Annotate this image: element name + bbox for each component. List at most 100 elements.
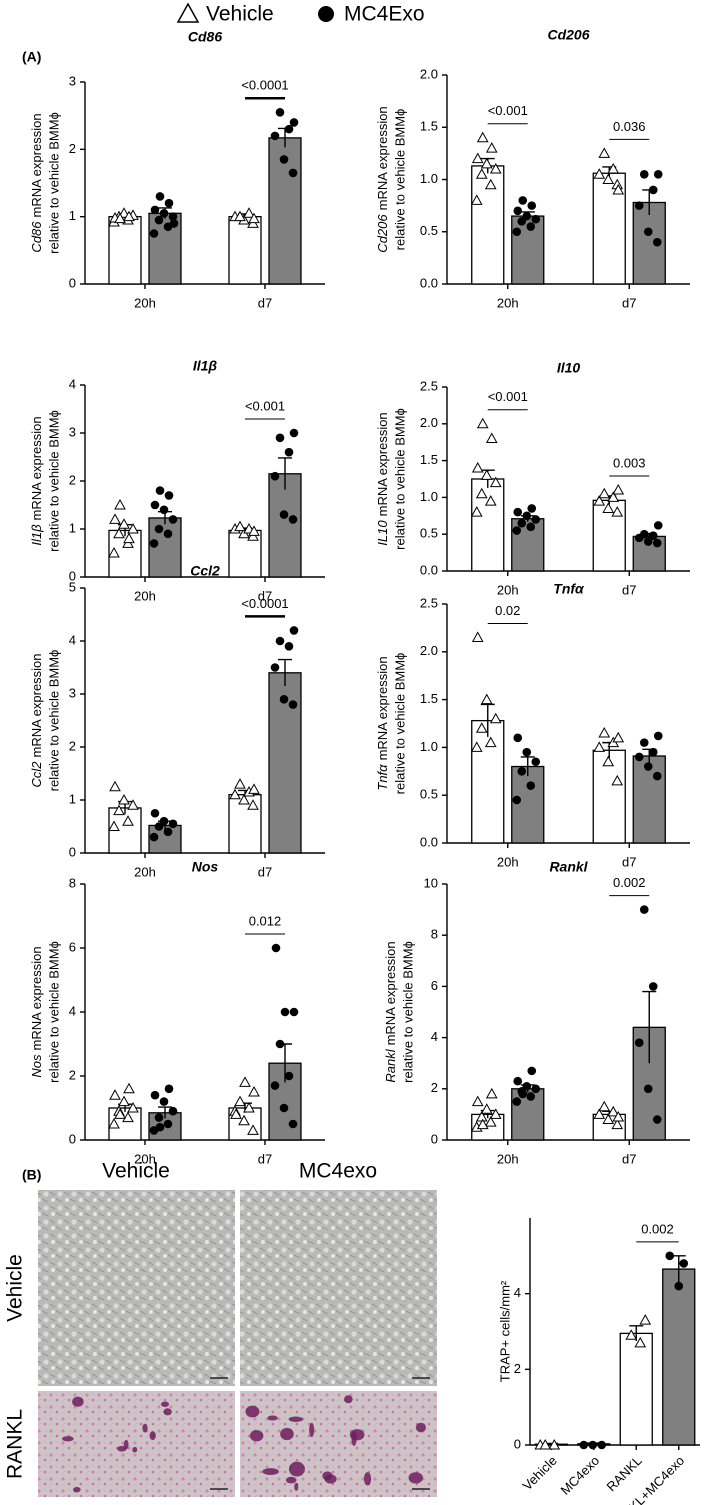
y-axis-label-gene: Tnfα <box>375 764 390 791</box>
data-point <box>548 1438 561 1450</box>
error-bar <box>520 756 535 777</box>
y-tick-label: 0 <box>69 275 76 290</box>
data-point <box>275 433 285 443</box>
data-point <box>634 201 644 210</box>
data-point <box>517 767 527 776</box>
x-tick-label: 20h <box>134 864 156 879</box>
bar <box>471 478 505 572</box>
data-point <box>154 215 164 225</box>
data-point <box>275 108 285 117</box>
data-point <box>163 529 173 539</box>
chart-title: Tnfα <box>553 581 585 597</box>
cell <box>280 1427 294 1441</box>
data-point <box>118 793 130 805</box>
data-point <box>270 663 280 672</box>
micrograph <box>38 1391 235 1497</box>
y-axis-label-gene: Nos <box>29 1054 44 1078</box>
data-point <box>489 712 502 724</box>
y-tick-label: 2.0 <box>420 66 438 81</box>
error-bar <box>278 658 292 687</box>
column-label: MC4exo <box>299 1160 377 1183</box>
data-point <box>679 1259 689 1268</box>
data-point <box>118 518 130 529</box>
data-point <box>531 515 541 524</box>
cell <box>288 1461 305 1477</box>
y-axis-label: Cd206 mRNA expression <box>375 106 390 252</box>
data-point <box>284 447 294 457</box>
data-point <box>513 507 523 517</box>
y-tick-label: 4 <box>514 1285 521 1300</box>
y-tick-label: 0 <box>514 1436 521 1451</box>
data-point <box>243 207 255 218</box>
data-point <box>270 131 280 141</box>
bar <box>662 1268 696 1446</box>
y-axis-label: relative to vehicle BMMϕ <box>392 653 407 795</box>
y-tick-label: 3 <box>69 685 76 700</box>
y-tick-label: 0.5 <box>420 223 438 238</box>
data-point <box>239 1076 251 1087</box>
y-tick-label: 10 <box>424 875 438 890</box>
y-tick-label: 6 <box>431 978 438 993</box>
data-point <box>611 774 624 786</box>
data-point <box>154 524 164 534</box>
data-point <box>229 788 241 800</box>
data-point <box>243 1101 255 1113</box>
p-value: <0.001 <box>488 389 528 404</box>
data-point <box>234 1095 246 1107</box>
data-point <box>489 1108 502 1119</box>
data-point <box>652 538 662 548</box>
y-tick-label: 1.5 <box>420 119 438 134</box>
x-tick-label: 20h <box>497 1151 519 1166</box>
x-tick-label: MC4exo <box>557 1453 602 1498</box>
x-tick-label: d7 <box>622 854 636 869</box>
data-point <box>168 515 178 524</box>
data-point <box>639 1314 652 1325</box>
y-tick-label: 0 <box>69 844 76 859</box>
bar <box>511 765 545 844</box>
data-point <box>113 804 125 816</box>
data-point <box>607 1105 620 1117</box>
y-tick-label: 4 <box>69 376 76 391</box>
data-point <box>512 795 522 805</box>
bar <box>471 719 505 844</box>
data-point <box>168 212 178 221</box>
y-axis-label-text: mRNA expression <box>29 416 44 520</box>
y-tick-label: 0.5 <box>420 526 438 541</box>
y-axis-label: Nos mRNA expression <box>29 946 44 1077</box>
x-tick-label: 20h <box>134 1151 156 1166</box>
y-tick-label: 4 <box>69 632 76 647</box>
data-point <box>288 1119 298 1129</box>
p-value: 0.002 <box>613 875 646 890</box>
p-value: 0.002 <box>641 1221 674 1236</box>
cell <box>415 1422 426 1433</box>
y-tick-label: 3 <box>69 424 76 439</box>
data-point <box>113 527 125 539</box>
y-tick-label: 0 <box>69 568 76 583</box>
data-point <box>150 808 160 818</box>
y-tick-label: 2.0 <box>420 415 438 430</box>
data-point <box>169 219 179 228</box>
data-point <box>230 1108 242 1119</box>
x-tick-label: d7 <box>258 295 272 310</box>
data-point <box>471 152 484 164</box>
data-point <box>652 771 662 781</box>
y-axis-label: Rankl mRNA expression <box>383 941 398 1082</box>
data-point <box>480 1103 493 1114</box>
data-point <box>489 163 502 174</box>
y-tick-label: 0 <box>69 1131 76 1146</box>
data-point <box>612 1110 625 1122</box>
legend-label: MC4Exo <box>344 3 425 26</box>
data-point <box>150 205 160 215</box>
data-point <box>475 168 488 179</box>
cell <box>117 1445 127 1452</box>
cell <box>408 1472 423 1484</box>
data-point <box>518 1089 528 1099</box>
data-point <box>643 762 653 771</box>
data-point <box>280 1007 290 1017</box>
data-point <box>643 227 653 237</box>
data-point <box>652 1115 662 1124</box>
data-point <box>611 1118 624 1130</box>
data-point <box>652 237 662 247</box>
panel-label: (B) <box>22 1167 41 1183</box>
data-point <box>531 757 541 767</box>
